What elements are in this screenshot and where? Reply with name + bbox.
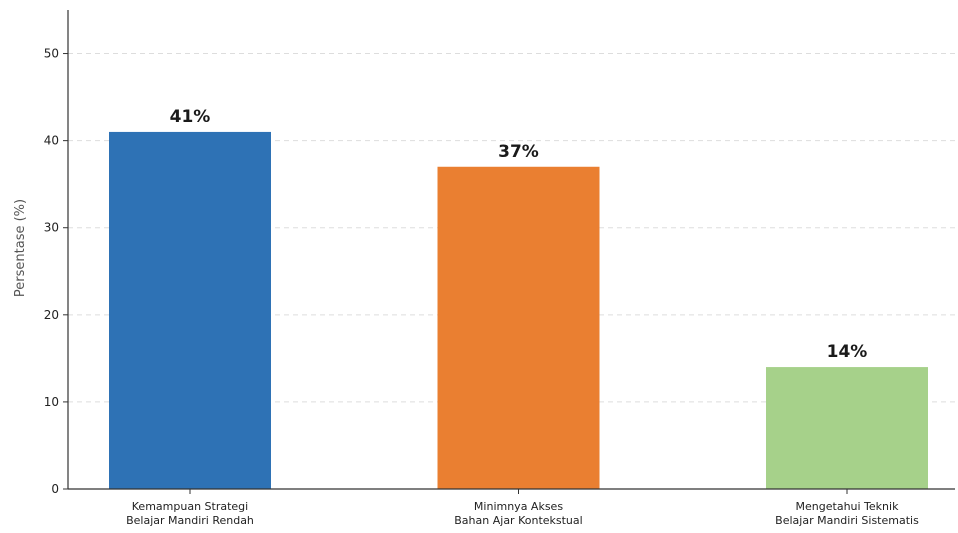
- data-label: 14%: [827, 342, 868, 362]
- x-tick-label: Belajar Mandiri Rendah: [126, 514, 254, 527]
- y-ticks: 0 10 20 30 40 50: [44, 47, 68, 496]
- x-tick-label: Minimnya Akses: [474, 500, 563, 513]
- x-tick-label: Belajar Mandiri Sistematis: [775, 514, 919, 527]
- bars: [109, 131, 928, 489]
- bar: [109, 131, 271, 489]
- y-tick-label: 20: [44, 308, 59, 322]
- bar: [766, 367, 928, 489]
- y-tick-label: 10: [44, 395, 59, 409]
- x-tick-label: Mengetahui Teknik: [796, 500, 900, 513]
- data-labels: 41% 37% 14%: [170, 107, 868, 362]
- x-tick-label: Bahan Ajar Kontekstual: [454, 514, 582, 527]
- y-axis-title: Persentase (%): [13, 199, 28, 297]
- y-tick-label: 40: [44, 134, 59, 148]
- bar: [437, 166, 600, 489]
- y-tick-label: 30: [44, 221, 59, 235]
- axes: [67, 10, 955, 490]
- data-label: 37%: [498, 142, 539, 162]
- x-tick-label: Kemampuan Strategi: [132, 500, 248, 513]
- y-tick-label: 50: [44, 47, 59, 61]
- data-label: 41%: [170, 107, 211, 127]
- y-tick-label: 0: [51, 482, 59, 496]
